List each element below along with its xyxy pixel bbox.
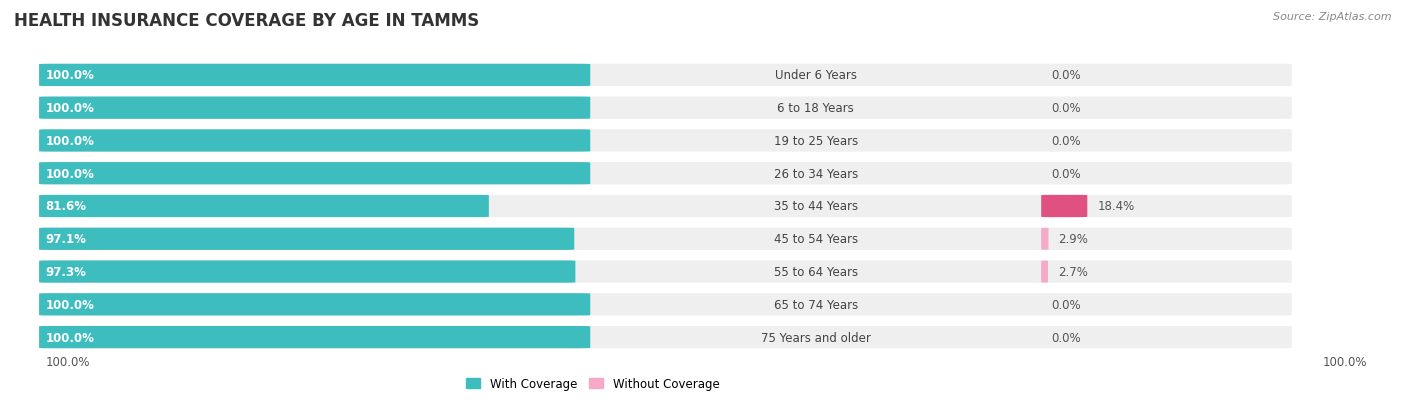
Text: 2.9%: 2.9% <box>1059 233 1088 246</box>
FancyBboxPatch shape <box>39 326 591 349</box>
FancyBboxPatch shape <box>39 326 1292 349</box>
Text: 75 Years and older: 75 Years and older <box>761 331 870 344</box>
FancyBboxPatch shape <box>39 261 575 283</box>
Text: 55 to 64 Years: 55 to 64 Years <box>773 266 858 278</box>
Text: 2.7%: 2.7% <box>1057 266 1088 278</box>
Text: 97.1%: 97.1% <box>45 233 86 246</box>
Text: 19 to 25 Years: 19 to 25 Years <box>773 135 858 147</box>
Text: 18.4%: 18.4% <box>1097 200 1135 213</box>
Text: 100.0%: 100.0% <box>45 69 94 82</box>
Text: 45 to 54 Years: 45 to 54 Years <box>773 233 858 246</box>
FancyBboxPatch shape <box>39 261 1292 283</box>
Text: 26 to 34 Years: 26 to 34 Years <box>773 167 858 180</box>
Text: 100.0%: 100.0% <box>1323 355 1367 368</box>
FancyBboxPatch shape <box>39 294 591 316</box>
Text: 0.0%: 0.0% <box>1052 69 1081 82</box>
FancyBboxPatch shape <box>39 130 1292 152</box>
Text: 100.0%: 100.0% <box>45 102 94 115</box>
Text: 81.6%: 81.6% <box>45 200 86 213</box>
FancyBboxPatch shape <box>39 163 591 185</box>
Text: 100.0%: 100.0% <box>45 298 94 311</box>
Text: 97.3%: 97.3% <box>45 266 86 278</box>
FancyBboxPatch shape <box>39 195 489 218</box>
Text: 100.0%: 100.0% <box>45 355 90 368</box>
FancyBboxPatch shape <box>39 228 574 250</box>
Text: 0.0%: 0.0% <box>1052 331 1081 344</box>
Text: 100.0%: 100.0% <box>45 135 94 147</box>
Text: HEALTH INSURANCE COVERAGE BY AGE IN TAMMS: HEALTH INSURANCE COVERAGE BY AGE IN TAMM… <box>14 12 479 30</box>
Text: 0.0%: 0.0% <box>1052 102 1081 115</box>
Text: 100.0%: 100.0% <box>45 167 94 180</box>
Text: 0.0%: 0.0% <box>1052 167 1081 180</box>
Text: 100.0%: 100.0% <box>45 331 94 344</box>
FancyBboxPatch shape <box>39 228 1292 250</box>
Text: 65 to 74 Years: 65 to 74 Years <box>773 298 858 311</box>
FancyBboxPatch shape <box>39 294 1292 316</box>
FancyBboxPatch shape <box>39 195 1292 218</box>
FancyBboxPatch shape <box>1035 261 1053 283</box>
Text: 0.0%: 0.0% <box>1052 135 1081 147</box>
Text: 6 to 18 Years: 6 to 18 Years <box>778 102 853 115</box>
Text: 0.0%: 0.0% <box>1052 298 1081 311</box>
Legend: With Coverage, Without Coverage: With Coverage, Without Coverage <box>461 373 724 395</box>
FancyBboxPatch shape <box>39 163 1292 185</box>
FancyBboxPatch shape <box>39 64 1292 87</box>
FancyBboxPatch shape <box>39 130 591 152</box>
Text: 35 to 44 Years: 35 to 44 Years <box>773 200 858 213</box>
FancyBboxPatch shape <box>39 97 591 119</box>
Text: Source: ZipAtlas.com: Source: ZipAtlas.com <box>1274 12 1392 22</box>
FancyBboxPatch shape <box>39 97 1292 119</box>
Text: Under 6 Years: Under 6 Years <box>775 69 856 82</box>
FancyBboxPatch shape <box>39 64 591 87</box>
FancyBboxPatch shape <box>1042 195 1087 218</box>
FancyBboxPatch shape <box>1036 228 1053 250</box>
